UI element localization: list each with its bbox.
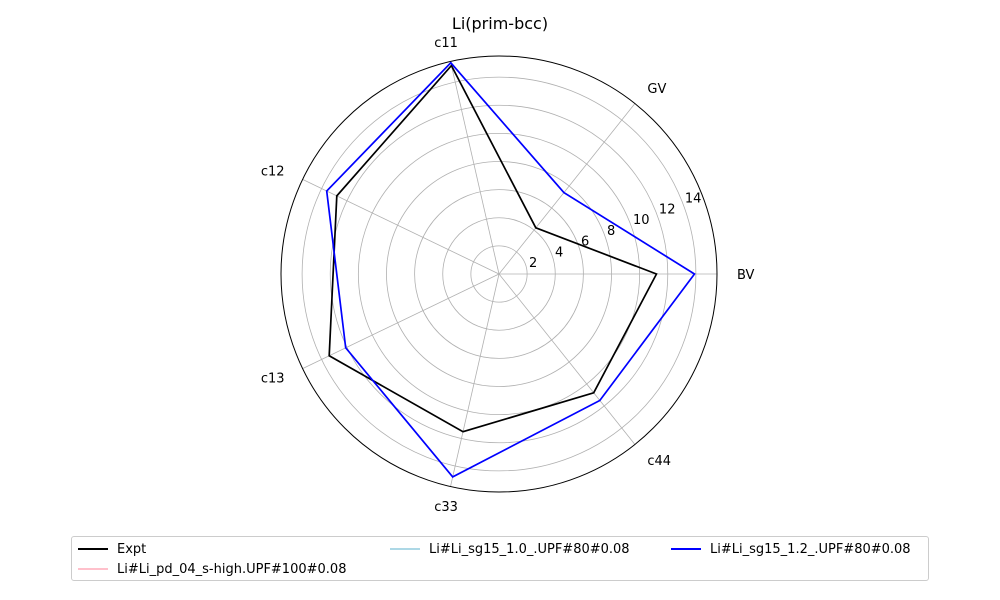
r-tick-label: 10 bbox=[633, 213, 650, 228]
series-line-0 bbox=[328, 64, 658, 433]
legend-item-sg15-10: Li#Li_sg15_1.0_.UPF#80#0.08 bbox=[390, 540, 630, 558]
spoke-c11 bbox=[450, 61, 500, 275]
chart-title: Li(prim-bcc) bbox=[452, 14, 548, 33]
legend-swatch-expt bbox=[78, 548, 108, 550]
r-tick-label: 6 bbox=[581, 235, 589, 250]
radial-grid bbox=[280, 55, 718, 493]
axis-labels: 2 4 6 8 10 12 14 BV GV c11 c12 c13 c33 c44 bbox=[261, 36, 755, 515]
legend-label-sg15-12: Li#Li_sg15_1.2_.UPF#80#0.08 bbox=[710, 541, 911, 557]
legend-swatch-sg15-12 bbox=[671, 548, 701, 550]
axis-label-c33: c33 bbox=[434, 500, 458, 515]
axis-label-c13: c13 bbox=[261, 371, 285, 386]
legend-swatch-pd04 bbox=[78, 568, 108, 570]
axis-label-c11: c11 bbox=[434, 36, 458, 51]
r-tick-label: 2 bbox=[529, 256, 537, 271]
spoke-c13 bbox=[302, 273, 500, 369]
r-tick-label: 4 bbox=[555, 245, 563, 260]
r-tick-label: 14 bbox=[685, 192, 702, 207]
spoke-c33 bbox=[450, 273, 500, 487]
legend-item-expt: Expt bbox=[78, 540, 146, 558]
spoke-GV bbox=[498, 103, 636, 275]
series-line-3 bbox=[325, 61, 696, 478]
r-tick-label: 12 bbox=[659, 202, 676, 217]
outer-frame bbox=[280, 55, 718, 493]
legend: Expt Li#Li_pd_04_s-high.UPF#100#0.08 Li#… bbox=[71, 536, 929, 581]
legend-swatch-sg15-10 bbox=[390, 548, 420, 550]
spoke-c12 bbox=[302, 179, 500, 275]
legend-item-pd04: Li#Li_pd_04_s-high.UPF#100#0.08 bbox=[78, 560, 346, 578]
series-layer bbox=[325, 61, 696, 478]
axis-label-c12: c12 bbox=[261, 165, 285, 180]
r-tick-label: 8 bbox=[607, 224, 615, 239]
legend-item-sg15-12: Li#Li_sg15_1.2_.UPF#80#0.08 bbox=[671, 540, 911, 558]
axis-label-GV: GV bbox=[647, 82, 666, 97]
legend-label-expt: Expt bbox=[117, 541, 147, 557]
axis-label-BV: BV bbox=[737, 268, 755, 283]
axis-label-c44: c44 bbox=[647, 454, 671, 469]
spoke-c44 bbox=[498, 273, 636, 445]
legend-label-sg15-10: Li#Li_sg15_1.0_.UPF#80#0.08 bbox=[429, 541, 630, 557]
legend-label-pd04: Li#Li_pd_04_s-high.UPF#100#0.08 bbox=[117, 561, 347, 577]
